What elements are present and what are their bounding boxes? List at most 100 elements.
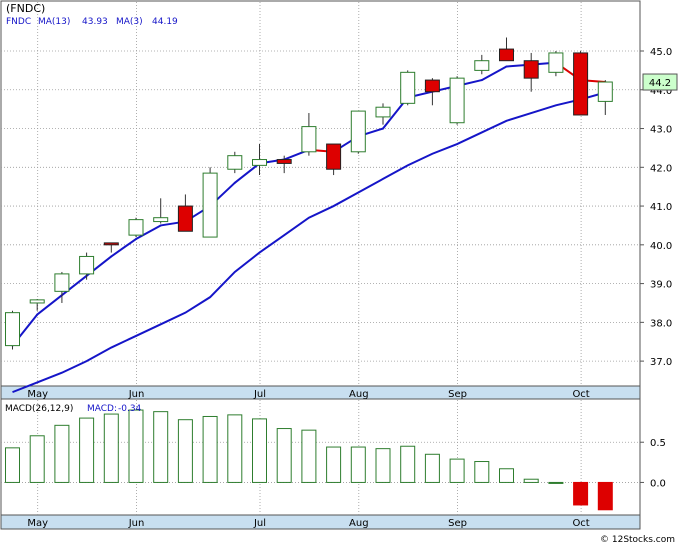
price-panel-frame: [0, 0, 641, 400]
ma3-line-segment: [233, 162, 261, 184]
candle-body: [103, 242, 119, 246]
candle-body: [177, 205, 193, 232]
ticker-label: (FNDC): [6, 2, 45, 15]
macd-bar: [449, 458, 465, 483]
candle-body: [252, 159, 267, 166]
macd-bar: [29, 435, 45, 483]
macd-bar: [499, 468, 514, 483]
price-y-tick-label: 44.0: [650, 86, 672, 97]
candle-body: [153, 217, 169, 223]
macd-bar: [5, 447, 20, 483]
macd-bar: [375, 448, 391, 483]
macd-histogram: [5, 409, 613, 511]
ma3-line-segment: [60, 274, 88, 297]
macd-legend-label: MACD(26,12,9): [5, 404, 73, 414]
macd-bar: [79, 417, 95, 483]
macd-bar: [548, 481, 564, 484]
candle-body: [276, 159, 292, 164]
ma3-line-segment: [480, 65, 508, 82]
macd-x-tick-label: Jul: [253, 518, 266, 529]
price-y-tick-label: 38.0: [650, 318, 672, 329]
macd-y-tick-label: 0.0: [650, 478, 666, 489]
macd-y-tick-labels: 0.5 0.0: [640, 438, 666, 489]
macd-y-tick-label: 0.5: [650, 438, 666, 449]
macd-bar: [153, 411, 169, 483]
ma13-line: [12, 91, 606, 394]
macd-legend-value-label: MACD:: [87, 404, 117, 414]
last-price-label: 44.2: [649, 78, 671, 89]
ma3-line-segment: [36, 294, 63, 316]
candle-body: [301, 126, 317, 153]
ma13-legend-label: MA(13): [38, 17, 70, 27]
macd-bar: [597, 481, 613, 511]
candle-body: [424, 79, 440, 93]
candle-body: [523, 60, 539, 79]
macd-bar: [227, 414, 243, 483]
macd-panel-frame: [0, 398, 641, 530]
price-y-tick-label: 42.0: [650, 163, 672, 174]
ma3-line-segment: [135, 224, 162, 241]
price-x-tick-label: May: [27, 389, 48, 400]
macd-bar: [424, 453, 440, 483]
price-y-tick-labels: 37.0 38.0 39.0 40.0 41.0 42.0 43.0 44.0 45.0: [640, 47, 672, 368]
macd-bar: [128, 409, 144, 483]
candle-body: [326, 143, 342, 170]
macd-legend-value: -0.34: [118, 404, 142, 414]
candle-body: [400, 71, 416, 104]
macd-bar: [103, 413, 119, 483]
ma3-line-segment: [110, 238, 137, 258]
macd-x-tick-label: Sep: [448, 518, 467, 529]
candle-body: [597, 81, 613, 102]
macd-x-tick-label: Oct: [572, 518, 589, 529]
macd-bar: [523, 478, 539, 483]
macd-bar: [177, 419, 193, 483]
macd-x-tick-label: Jun: [128, 518, 145, 529]
watermark: © 12Stocks.com: [600, 535, 675, 545]
candle-body: [227, 155, 243, 170]
price-x-tick-labels: May Jun Jul Aug Sep Oct: [27, 389, 589, 400]
candle-body: [5, 312, 20, 347]
price-y-tick-label: 37.0: [650, 357, 672, 368]
last-price-box: [642, 73, 678, 91]
candle-body: [128, 219, 144, 236]
ma3-legend-value: 44.19: [152, 17, 178, 27]
ma13-legend-value: 43.93: [82, 17, 108, 27]
macd-bar: [276, 428, 292, 483]
price-axis-band: [0, 385, 641, 400]
price-y-tick-label: 41.0: [650, 202, 672, 213]
price-x-tick-label: Jul: [253, 389, 266, 400]
candle-body: [350, 110, 366, 153]
price-y-tick-label: 39.0: [650, 280, 672, 291]
candle-body: [573, 52, 589, 116]
macd-x-tick-label: May: [27, 518, 48, 529]
candle-body: [499, 48, 514, 62]
candle-body: [29, 299, 45, 304]
candle-body: [474, 60, 490, 71]
price-y-tick-label: 43.0: [650, 125, 672, 136]
price-x-tick-label: Jun: [128, 389, 145, 400]
ticker-short-label: FNDC: [6, 17, 31, 27]
candle-body: [375, 106, 391, 118]
candle-body: [54, 273, 70, 292]
macd-bar: [400, 445, 416, 483]
macd-bar: [326, 446, 342, 483]
macd-axis-band: [0, 514, 641, 530]
macd-x-tick-labels: May Jun Jul Aug Sep Oct: [27, 518, 589, 529]
price-y-tick-label: 45.0: [650, 47, 672, 58]
macd-bar: [573, 481, 589, 506]
last-price-tag: 44.2: [642, 73, 678, 91]
macd-bar: [54, 424, 70, 483]
candle-body: [79, 255, 95, 275]
candle-body: [202, 172, 218, 238]
candle-body: [548, 52, 564, 73]
price-x-tick-label: Oct: [572, 389, 589, 400]
macd-bar: [350, 446, 366, 483]
candle-body: [449, 77, 465, 124]
ma3-legend-label: MA(3): [116, 17, 143, 27]
macd-bar: [202, 415, 218, 483]
macd-bar: [252, 418, 267, 483]
macd-x-tick-label: Aug: [349, 518, 369, 529]
macd-bar: [474, 461, 490, 483]
